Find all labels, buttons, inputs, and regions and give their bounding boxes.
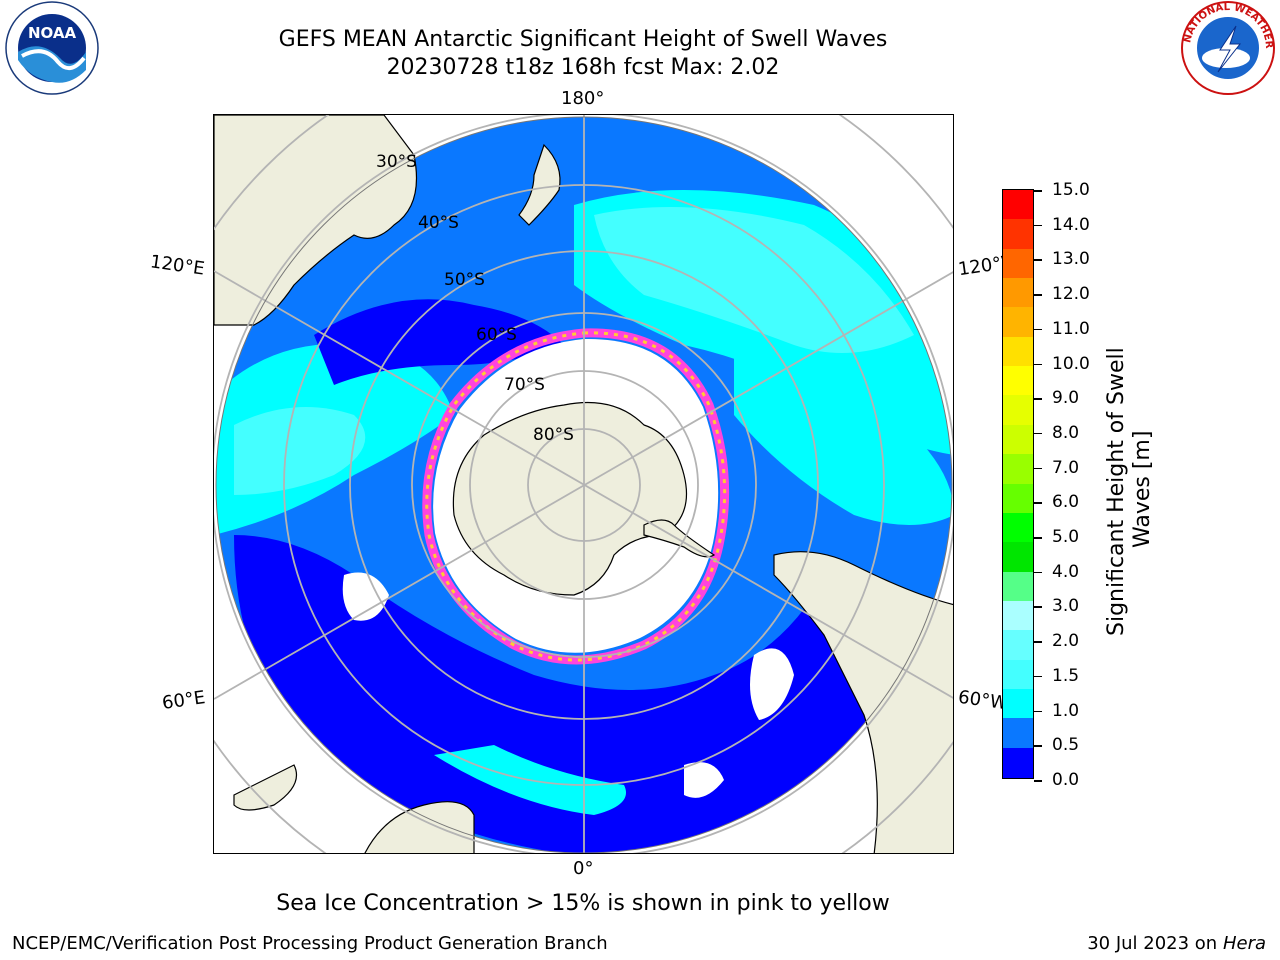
madagascar-land <box>233 764 298 811</box>
colorbar-tick-label: 2.0 <box>1052 631 1080 652</box>
colorbar-tick <box>1034 259 1042 261</box>
colorbar-segment <box>1003 190 1033 220</box>
colorbar-title: Significant Height of Swell Waves [m] <box>1104 330 1155 640</box>
swell-band-lightcyan <box>594 207 914 353</box>
colorbar-tick <box>1034 537 1042 539</box>
colorbar-tick <box>1034 190 1042 192</box>
colorbar-segment <box>1003 483 1033 514</box>
colorbar-segment <box>1003 219 1033 250</box>
swell-band-blue-southwest <box>234 535 952 853</box>
lon-label-0: 0° <box>573 858 594 879</box>
colorbar-tick <box>1034 675 1042 678</box>
colorbar-tick <box>1034 328 1042 331</box>
colorbar-tick-label: 7.0 <box>1052 457 1080 478</box>
lat-label-50s: 50°S <box>444 270 485 290</box>
svg-text:NOAA: NOAA <box>28 24 77 42</box>
colorbar-tick-label: 13.0 <box>1052 249 1090 270</box>
lat-label-30s: 30°S <box>376 152 417 172</box>
colorbar <box>1002 189 1034 779</box>
colorbar-segment <box>1003 542 1033 573</box>
lat-label-40s: 40°S <box>418 213 459 233</box>
colorbar-tick-label: 0.0 <box>1052 770 1080 790</box>
colorbar-tick-label: 15.0 <box>1052 180 1090 200</box>
colorbar-tick-label: 11.0 <box>1052 318 1090 339</box>
colorbar-tick-label: 8.0 <box>1052 422 1080 443</box>
colorbar-segment <box>1003 395 1033 426</box>
colorbar-segment <box>1003 248 1033 279</box>
colorbar-title-line2: Waves [m] <box>1130 430 1155 548</box>
colorbar-segment <box>1003 424 1033 455</box>
colorbar-segment <box>1003 336 1033 367</box>
colorbar-segment <box>1003 571 1033 602</box>
colorbar-tick-label: 12.0 <box>1052 284 1090 305</box>
south-america-land <box>773 551 953 853</box>
colorbar-tick <box>1034 432 1042 435</box>
lon-label-120e: 120°E <box>148 251 206 280</box>
colorbar-segment <box>1003 688 1033 719</box>
polar-map <box>213 114 954 854</box>
nws-logo: NATIONAL WEATHER SERVICE <box>1172 0 1280 100</box>
ice-patch-west <box>342 572 389 621</box>
footer-date: 30 Jul 2023 on Hera <box>1087 933 1266 954</box>
colorbar-tick <box>1034 502 1042 504</box>
colorbar-tick <box>1034 224 1042 227</box>
colorbar-segment <box>1003 600 1033 631</box>
lon-label-180: 180° <box>561 88 605 109</box>
colorbar-tick <box>1034 641 1042 643</box>
colorbar-tick-label: 3.0 <box>1052 596 1080 617</box>
colorbar-segment <box>1003 307 1033 338</box>
colorbar-segment <box>1003 278 1033 308</box>
lon-label-60e: 60°E <box>160 687 207 714</box>
africa-land <box>364 801 475 853</box>
colorbar-tick-label: 5.0 <box>1052 527 1080 548</box>
colorbar-tick-label: 6.0 <box>1052 492 1080 513</box>
colorbar-segment <box>1003 366 1033 397</box>
graticule <box>214 115 953 853</box>
colorbar-title-line1: Significant Height of Swell <box>1104 347 1129 636</box>
colorbar-tick <box>1034 294 1042 296</box>
chart-title: GEFS MEAN Antarctic Significant Height o… <box>278 27 888 52</box>
colorbar-segment <box>1003 659 1033 690</box>
ice-patch-south <box>684 762 724 798</box>
swell-band-cyan-east <box>734 345 952 525</box>
lat-label-80s: 80°S <box>533 425 574 445</box>
colorbar-tick-label: 1.0 <box>1052 700 1080 721</box>
footer-credit: NCEP/EMC/Verification Post Processing Pr… <box>12 933 608 954</box>
colorbar-segment <box>1003 630 1033 661</box>
chart-subtitle: 20230728 t18z 168h fcst Max: 2.02 <box>386 55 780 80</box>
swell-band-blue-northwest <box>314 299 564 385</box>
lat-label-70s: 70°S <box>504 375 545 395</box>
new-zealand-land <box>518 143 561 226</box>
colorbar-tick <box>1034 710 1042 713</box>
colorbar-tick-label: 4.0 <box>1052 561 1080 582</box>
footer-date-text: 30 Jul 2023 on <box>1087 933 1223 954</box>
colorbar-tick <box>1034 571 1042 574</box>
colorbar-segment <box>1003 747 1033 778</box>
colorbar-segment <box>1003 718 1033 749</box>
colorbar-tick <box>1034 780 1042 782</box>
colorbar-tick-label: 1.5 <box>1052 665 1080 686</box>
colorbar-tick-label: 10.0 <box>1052 353 1090 374</box>
colorbar-tick-label: 9.0 <box>1052 388 1080 409</box>
sea-ice-edge <box>422 328 730 665</box>
colorbar-tick <box>1034 398 1042 400</box>
footer-host: Hera <box>1222 933 1266 954</box>
sea-ice-note: Sea Ice Concentration > 15% is shown in … <box>276 891 890 916</box>
colorbar-tick-label: 0.5 <box>1052 735 1080 756</box>
ice-patch-east <box>750 648 794 720</box>
colorbar-segment <box>1003 454 1033 485</box>
noaa-logo: NOAA <box>0 0 104 100</box>
colorbar-segment <box>1003 512 1033 543</box>
colorbar-tick-label: 14.0 <box>1052 214 1090 235</box>
colorbar-tick <box>1034 363 1042 366</box>
lat-label-60s: 60°S <box>476 325 517 345</box>
colorbar-tick <box>1034 606 1042 608</box>
colorbar-tick <box>1034 467 1042 470</box>
swell-band-lightcyan-west <box>234 407 366 495</box>
colorbar-tick <box>1034 745 1042 747</box>
